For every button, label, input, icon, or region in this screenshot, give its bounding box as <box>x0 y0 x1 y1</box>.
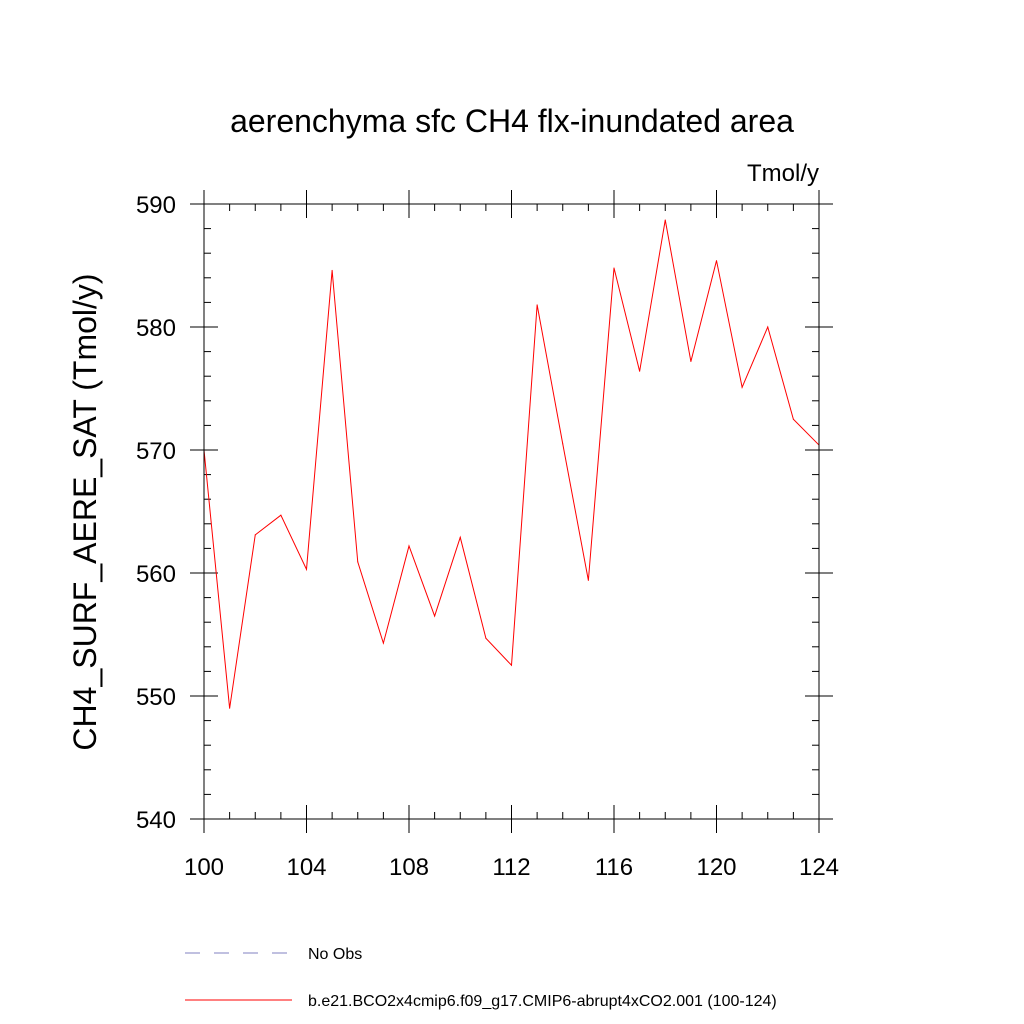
legend-label-no-obs: No Obs <box>308 946 362 963</box>
data-point <box>357 561 359 563</box>
x-tick-label: 116 <box>595 854 633 881</box>
major-ticks <box>190 190 833 833</box>
y-axis-label: CH4_SURF_AERE_SAT (Tmol/y) <box>67 273 103 750</box>
data-point <box>613 267 615 269</box>
x-tick-label: 104 <box>286 854 326 881</box>
minor-ticks <box>204 204 819 819</box>
data-point <box>459 536 461 538</box>
x-tick-label: 100 <box>184 854 224 881</box>
series-layer <box>203 219 820 709</box>
x-tick-label: 120 <box>696 854 736 881</box>
data-point <box>254 534 256 536</box>
y-tick-label: 550 <box>136 684 176 711</box>
y-tick-label: 580 <box>136 315 176 342</box>
data-point <box>434 615 436 617</box>
data-point <box>741 386 743 388</box>
x-tick-label: 124 <box>799 854 839 881</box>
data-point <box>331 269 333 271</box>
data-point <box>485 637 487 639</box>
data-point <box>767 326 769 328</box>
data-point <box>664 219 666 221</box>
data-point <box>587 579 589 581</box>
x-tick-labels: 100 104 108 112 116 120 124 <box>184 854 839 881</box>
series-line <box>203 219 820 709</box>
data-point <box>562 443 564 445</box>
chart-title: aerenchyma sfc CH4 flx-inundated area <box>230 103 794 139</box>
data-point <box>639 370 641 372</box>
legend: No Obs b.e21.BCO2x4cmip6.f09_g17.CMIP6-a… <box>185 946 777 1010</box>
y-tick-label: 570 <box>136 438 176 465</box>
plot-frame <box>203 203 820 820</box>
data-point <box>408 545 410 547</box>
data-point <box>306 568 307 570</box>
data-point <box>716 260 717 262</box>
y-tick-label: 560 <box>136 561 176 588</box>
data-point <box>229 707 231 709</box>
y-tick-label: 540 <box>136 807 176 834</box>
y-tick-label: 590 <box>136 192 176 219</box>
data-point <box>511 664 512 666</box>
data-point <box>536 304 538 306</box>
units-label: Tmol/y <box>747 160 819 187</box>
data-point <box>280 514 282 516</box>
data-point <box>792 418 794 420</box>
legend-label-series: b.e21.BCO2x4cmip6.f09_g17.CMIP6-abrupt4x… <box>308 993 777 1010</box>
y-tick-labels: 540 550 560 570 580 590 <box>136 192 176 834</box>
x-tick-label: 108 <box>389 854 429 881</box>
data-point <box>690 360 692 362</box>
x-tick-label: 112 <box>492 854 530 881</box>
data-point <box>382 642 384 644</box>
